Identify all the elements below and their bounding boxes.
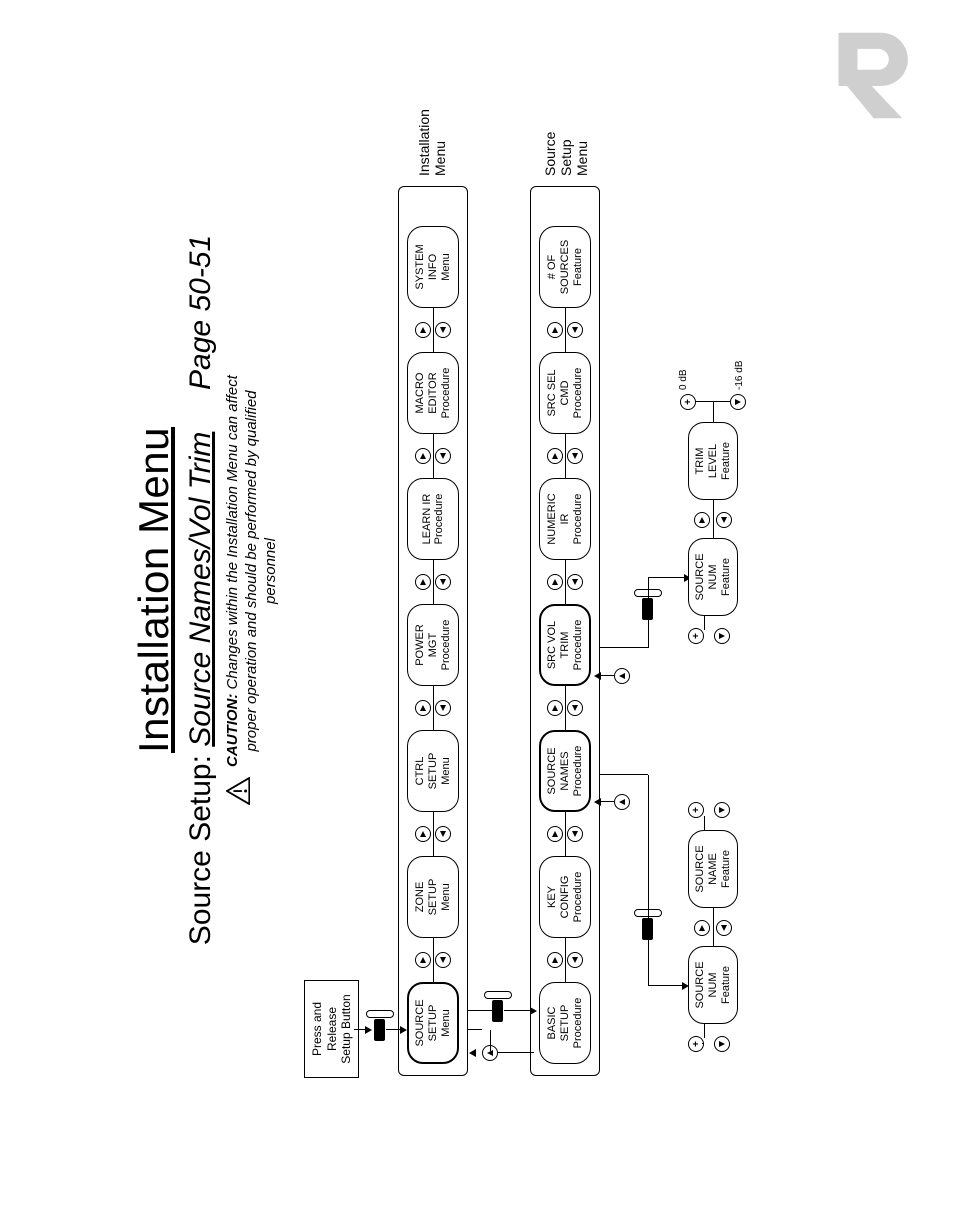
key-config-proc: KEYCONFIGProcedure — [539, 856, 591, 938]
numeric-ir-proc: NUMERICIRProcedure — [539, 478, 591, 560]
feature-source-name: SOURCE NAME Feature — [688, 830, 738, 908]
brand-logo — [829, 28, 924, 123]
flowchart: Press and Release Setup Button Installat… — [304, 60, 824, 1120]
row2-label: SourceSetupMenu — [542, 132, 590, 176]
source-names-proc: SOURCENAMESProcedure — [539, 730, 591, 812]
feature-trim-level: TRIM LEVEL Feature — [688, 422, 738, 500]
source-setup-menu: SOURCESETUPMenu — [407, 982, 459, 1064]
src-sel-cmd-proc: SRC SELCMDProcedure — [539, 352, 591, 434]
nav-right-icon — [694, 920, 710, 936]
plus-icon: + — [688, 628, 704, 644]
ctrl-setup-menu: CTRLSETUPMenu — [407, 730, 459, 812]
learn-ir-proc: LEARN IRProcedure — [407, 478, 459, 560]
entry-step: Press and Release Setup Button — [304, 980, 359, 1078]
minus-icon — [714, 1036, 730, 1052]
plus-icon: + — [688, 802, 704, 818]
diagram: Installation Menu Source Setup: Source N… — [130, 60, 820, 1120]
enter-button-icon — [492, 1000, 503, 1022]
zone-setup-menu: ZONESETUPMenu — [407, 856, 459, 938]
trim-neg16db: -16 dB — [734, 361, 745, 390]
power-mgt-proc: POWERMGTProcedure — [407, 604, 459, 686]
nav-up-icon — [614, 668, 630, 684]
caution: CAUTION: Changes within the Installation… — [224, 230, 280, 950]
trim-0db: 0 dB — [678, 369, 689, 390]
nav-up-icon — [614, 794, 630, 810]
page-title: Installation Menu — [130, 60, 178, 1120]
feature-source-num-left: SOURCE NUM Feature — [688, 946, 738, 1024]
nav-right-icon — [694, 512, 710, 528]
num-sources-feat: # OFSOURCESFeature — [539, 226, 591, 308]
macro-editor-proc: MACROEDITORProcedure — [407, 352, 459, 434]
minus-icon — [714, 802, 730, 818]
basic-setup-proc: BASICSETUPProcedure — [539, 982, 591, 1064]
row1-label: InstallationMenu — [416, 109, 448, 176]
nav-left-icon — [716, 920, 732, 936]
src-vol-trim-proc: SRC VOLTRIMProcedure — [539, 604, 591, 686]
plus-icon: + — [688, 1036, 704, 1052]
minus-icon — [730, 394, 746, 410]
feature-source-num-right: SOURCE NUM Feature — [688, 538, 738, 616]
plus-icon: + — [680, 394, 696, 410]
nav-left-icon — [716, 512, 732, 528]
enter-button-icon — [374, 1019, 385, 1041]
subtitle: Source Setup: Source Names/Vol Trim Page… — [184, 60, 218, 1120]
warning-icon — [226, 777, 252, 805]
system-info-menu: SYSTEMINFOMenu — [407, 226, 459, 308]
minus-icon — [714, 628, 730, 644]
